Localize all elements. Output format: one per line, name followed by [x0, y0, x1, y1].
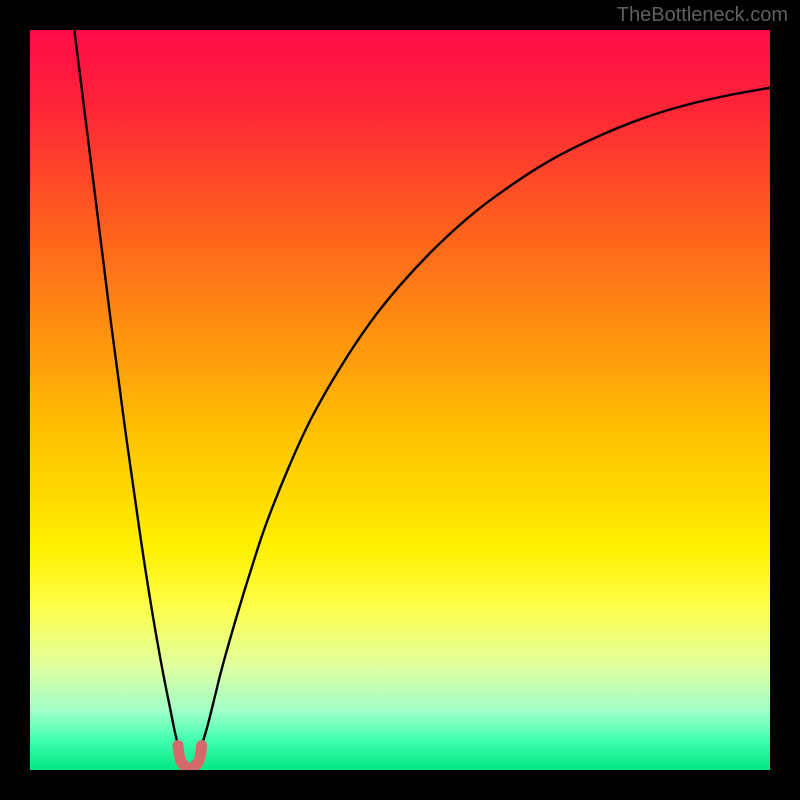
plot-area: [30, 30, 770, 770]
watermark-text: TheBottleneck.com: [617, 4, 788, 27]
gradient-background: [30, 30, 770, 770]
chart-container: TheBottleneck.com: [0, 0, 800, 800]
bottleneck-curve-chart: [30, 30, 770, 770]
